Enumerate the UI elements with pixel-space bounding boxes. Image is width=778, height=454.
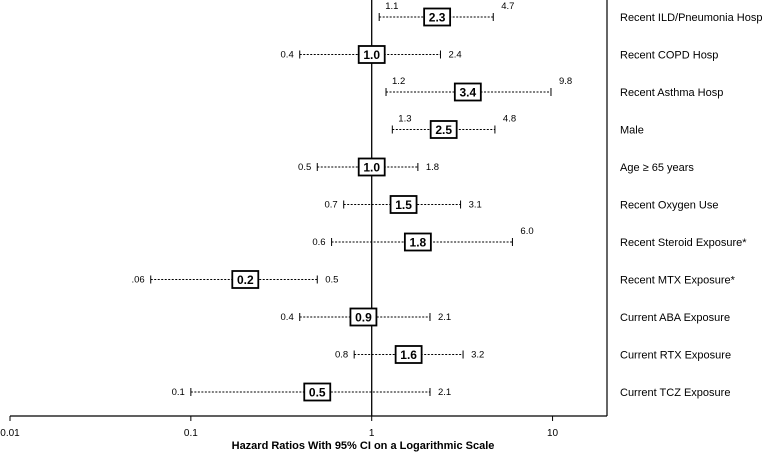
ci-lower-label: 0.7: [324, 200, 337, 211]
row-label: Recent ILD/Pneumonia Hosp: [620, 12, 762, 24]
ci-lower-label: 0.4: [281, 312, 294, 323]
forest-row: 1.3 4.8 2.5 Male: [391, 114, 644, 139]
hazard-ratio-value: 3.4: [459, 86, 476, 100]
row-label: Male: [620, 125, 644, 137]
ci-lower-label: .06: [132, 275, 145, 286]
row-label: Recent MTX Exposure*: [620, 275, 736, 287]
ci-upper-label: 1.8: [426, 162, 439, 173]
hazard-ratio-value: 0.2: [237, 273, 254, 287]
ci-lower-label: 0.1: [172, 387, 185, 398]
ci-upper-label: 2.4: [448, 50, 461, 61]
ci-upper-label: 3.2: [471, 350, 484, 361]
hazard-ratio-box: [357, 157, 386, 177]
ci-lower-label: 1.3: [398, 114, 411, 125]
x-axis-label: Hazard Ratios With 95% CI on a Logarithm…: [232, 440, 495, 452]
ci-upper-label: 4.8: [503, 114, 516, 125]
ci-upper-label: 3.1: [469, 200, 482, 211]
row-label: Current TCZ Exposure: [620, 387, 730, 399]
ci-lower-label: 0.6: [312, 237, 325, 248]
x-tick-label: 0.1: [184, 428, 198, 439]
hazard-ratio-box: [429, 120, 458, 139]
ci-lower-label: 0.4: [281, 50, 294, 61]
forest-row: 1.2 9.8 3.4 Recent Asthma Hosp: [385, 76, 723, 102]
ci-upper-label: 2.1: [438, 387, 451, 398]
hazard-ratio-value: 2.3: [429, 11, 446, 25]
forest-row: 0.4 2.1 0.9 Current ABA Exposure: [281, 307, 730, 327]
hazard-ratio-value: 1.6: [400, 348, 417, 362]
hazard-ratio-value: 1.0: [363, 48, 380, 62]
forest-row: 0.4 2.4 1.0 Recent COPD Hosp: [281, 45, 718, 64]
ci-upper-label: 2.1: [438, 312, 451, 323]
ci-lower-label: 0.8: [335, 350, 348, 361]
x-tick-label: 1: [369, 428, 375, 439]
ci-lower-label: 1.1: [385, 1, 398, 12]
hazard-ratio-box: [453, 82, 482, 102]
forest-row: 0.1 2.1 0.5 Current TCZ Exposure: [172, 382, 730, 402]
hazard-ratio-box: [349, 307, 378, 327]
row-label: Age ≥ 65 years: [620, 162, 694, 174]
row-label: Recent Asthma Hosp: [620, 87, 723, 99]
ci-upper-label: 0.5: [325, 275, 338, 286]
forest-rows: 1.1 4.7 2.3 Recent ILD/Pneumonia Hosp 0.4 2.4…: [132, 1, 762, 402]
hazard-ratio-box: [231, 270, 260, 289]
forest-row: .06 0.5 0.2 Recent MTX Exposure*: [132, 270, 736, 289]
forest-row: 0.5 1.8 1.0 Age ≥ 65 years: [298, 157, 694, 177]
hazard-ratio-value: 1.8: [410, 236, 427, 250]
forest-row: 0.7 3.1 1.5 Recent Oxygen Use: [324, 195, 718, 214]
hazard-ratio-box: [303, 382, 332, 402]
x-axis-ticks: 0.01 0.1 1 10: [0, 416, 559, 439]
forest-row: 1.1 4.7 2.3 Recent ILD/Pneumonia Hosp: [378, 1, 762, 27]
ci-lower-label: 0.5: [298, 162, 311, 173]
forest-row: 0.6 6.0 1.8 Recent Steroid Exposure*: [312, 226, 747, 252]
hazard-ratio-box: [357, 45, 386, 64]
row-label: Recent Oxygen Use: [620, 200, 718, 212]
ci-lower-label: 1.2: [392, 76, 405, 87]
forest-row: 0.8 3.2 1.6 Current RTX Exposure: [335, 345, 731, 364]
hazard-ratio-value: 1.5: [395, 198, 412, 212]
row-label: Current RTX Exposure: [620, 350, 731, 362]
row-label: Current ABA Exposure: [620, 312, 730, 324]
x-tick-label: 0.01: [0, 428, 20, 439]
hazard-ratio-value: 2.5: [435, 123, 452, 137]
ci-upper-label: 9.8: [559, 76, 572, 87]
ci-upper-label: 4.7: [501, 1, 514, 12]
plot-frame: [10, 0, 608, 417]
hazard-ratio-value: 1.0: [363, 161, 380, 175]
hazard-ratio-box: [403, 232, 432, 252]
row-label: Recent Steroid Exposure*: [620, 237, 747, 249]
hazard-ratio-value: 0.9: [355, 311, 372, 325]
x-tick-label: 10: [547, 428, 559, 439]
ci-upper-label: 6.0: [520, 226, 533, 237]
hazard-ratio-box: [394, 345, 423, 364]
row-label: Recent COPD Hosp: [620, 50, 718, 62]
hazard-ratio-box: [423, 7, 452, 27]
hazard-ratio-value: 0.5: [309, 386, 326, 400]
hazard-ratio-box: [389, 195, 418, 214]
